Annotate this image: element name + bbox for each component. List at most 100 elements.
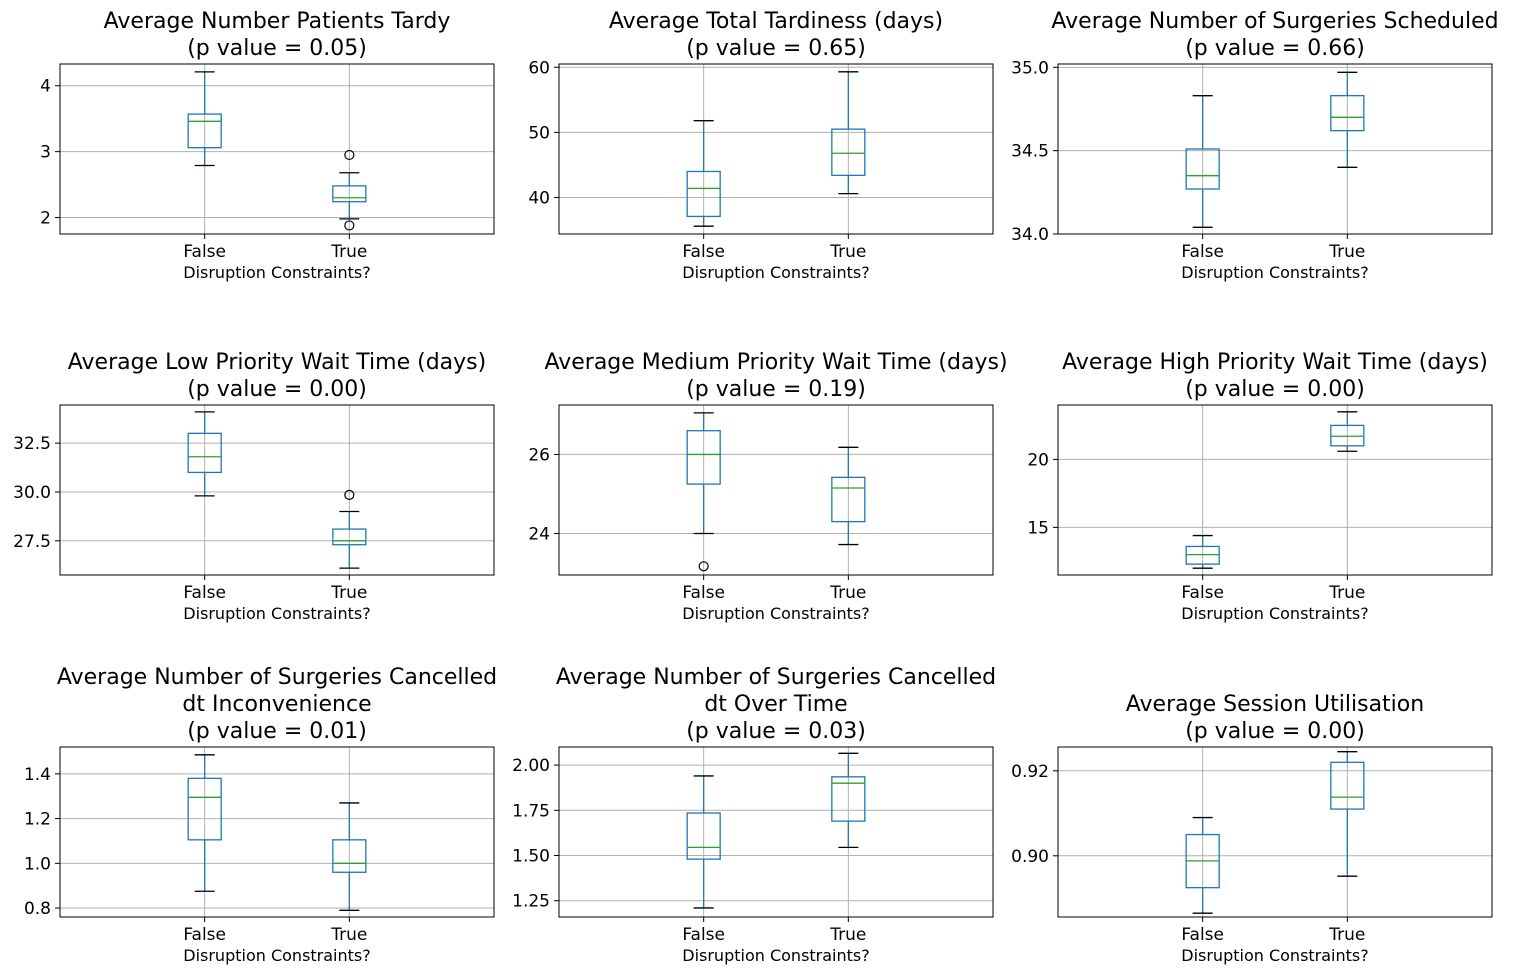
box-false [187, 411, 222, 497]
y-tick-label: 26 [528, 445, 550, 465]
box-iqr [332, 185, 367, 203]
chart-title-line: Average Number of Surgeries Cancelled [556, 665, 996, 690]
box-true [332, 149, 367, 231]
box-iqr [332, 528, 367, 546]
y-tick-label: 0.8 [24, 899, 51, 919]
y-tick-label: 30.0 [13, 483, 51, 503]
axes-frame [1057, 746, 1493, 918]
box-true [831, 752, 866, 849]
box-false [686, 120, 721, 227]
x-tick-label: False [682, 242, 725, 262]
x-tick-label: False [682, 583, 725, 603]
y-tick-label: 32.5 [13, 434, 51, 454]
x-axis-label: Disruption Constraints? [1181, 946, 1369, 965]
box-iqr [1330, 95, 1365, 132]
x-axis-label: Disruption Constraints? [183, 946, 371, 965]
chart-title-line: (p value = 0.00) [1185, 719, 1365, 744]
x-axis-label: Disruption Constraints? [682, 604, 870, 623]
chart-title-line: (p value = 0.66) [1185, 36, 1365, 61]
chart-title-line: Average Total Tardiness (days) [609, 9, 943, 34]
axes-frame [59, 404, 495, 576]
axes-frame [59, 746, 495, 918]
y-tick-label: 1.25 [512, 892, 550, 912]
y-tick-label: 15 [1027, 518, 1049, 538]
y-tick-label: 1.75 [512, 801, 550, 821]
y-tick-label: 34.5 [1011, 142, 1049, 162]
outlier-point [698, 561, 709, 572]
y-tick-label: 1.2 [24, 810, 51, 830]
box-false [686, 412, 721, 572]
box-false [1185, 816, 1220, 914]
x-tick-label: True [330, 242, 367, 262]
x-tick-label: True [330, 583, 367, 603]
chart-title-line: Average Number Patients Tardy [104, 9, 451, 34]
chart-title-line: (p value = 0.05) [187, 36, 367, 61]
y-tick-label: 0.92 [1011, 762, 1049, 782]
chart-title-line: Average Number of Surgeries Cancelled [57, 665, 497, 690]
x-axis-label: Disruption Constraints? [1181, 263, 1369, 282]
y-tick-label: 1.50 [512, 847, 550, 867]
box-iqr [831, 776, 866, 822]
x-tick-label: True [1328, 583, 1365, 603]
box-iqr [187, 113, 222, 149]
box-true [332, 489, 367, 569]
chart-title-line: Average Medium Priority Wait Time (days) [544, 350, 1007, 375]
x-tick-label: True [829, 925, 866, 945]
box-true [1330, 411, 1365, 452]
box-true [1330, 71, 1365, 168]
y-tick-label: 4 [40, 77, 51, 97]
x-tick-label: True [829, 583, 866, 603]
chart-title-line: Average High Priority Wait Time (days) [1062, 350, 1488, 375]
y-tick-label: 2 [40, 209, 51, 229]
x-tick-label: True [1328, 925, 1365, 945]
x-axis-label: Disruption Constraints? [682, 946, 870, 965]
y-tick-label: 34.0 [1011, 225, 1049, 245]
box-iqr [686, 430, 721, 485]
y-tick-label: 35.0 [1011, 58, 1049, 78]
y-tick-label: 3 [40, 143, 51, 163]
y-tick-label: 60 [528, 58, 550, 78]
box-true [1330, 751, 1365, 877]
box-iqr [1330, 424, 1365, 447]
y-tick-label: 40 [528, 189, 550, 209]
chart-title-line: (p value = 0.00) [187, 377, 367, 402]
x-tick-label: False [1181, 242, 1224, 262]
x-axis-label: Disruption Constraints? [1181, 604, 1369, 623]
box-true [831, 446, 866, 546]
chart-title-line: Average Number of Surgeries Scheduled [1051, 9, 1498, 34]
y-tick-label: 50 [528, 123, 550, 143]
box-iqr [1185, 545, 1220, 565]
chart-title-line: dt Inconvenience [182, 692, 371, 717]
box-iqr [187, 777, 222, 841]
x-axis-label: Disruption Constraints? [682, 263, 870, 282]
chart-title-line: (p value = 0.03) [686, 719, 866, 744]
box-iqr [1185, 148, 1220, 190]
y-tick-label: 0.90 [1011, 847, 1049, 867]
box-true [831, 71, 866, 195]
box-false [686, 775, 721, 909]
chart-title-line: Average Session Utilisation [1126, 692, 1424, 717]
x-tick-label: True [1328, 242, 1365, 262]
y-tick-label: 1.4 [24, 765, 51, 785]
axes-frame [1057, 404, 1493, 576]
box-iqr [187, 432, 222, 474]
box-false [187, 71, 222, 167]
x-tick-label: False [1181, 583, 1224, 603]
box-false [187, 754, 222, 892]
x-tick-label: True [330, 925, 367, 945]
x-tick-label: False [183, 242, 226, 262]
x-tick-label: False [183, 925, 226, 945]
axes-frame [558, 404, 994, 576]
chart-title-line: (p value = 0.00) [1185, 377, 1365, 402]
axes-frame [59, 63, 495, 235]
outlier-point [344, 220, 355, 231]
